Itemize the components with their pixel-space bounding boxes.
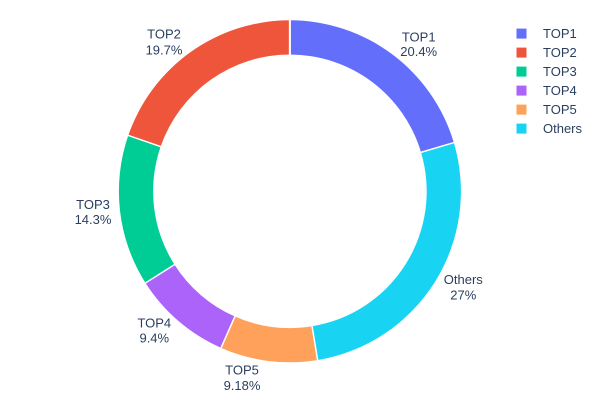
svg-text:20.4%: 20.4% (400, 44, 437, 59)
svg-text:TOP2: TOP2 (543, 45, 577, 60)
svg-text:TOP5: TOP5 (543, 102, 577, 117)
svg-text:27%: 27% (450, 288, 476, 303)
svg-text:9.18%: 9.18% (224, 378, 261, 393)
svg-text:TOP3: TOP3 (543, 64, 577, 79)
svg-text:TOP3: TOP3 (76, 197, 110, 212)
svg-text:9.4%: 9.4% (139, 331, 169, 346)
svg-text:TOP2: TOP2 (147, 27, 181, 42)
svg-text:Others: Others (543, 121, 583, 136)
svg-text:TOP1: TOP1 (543, 26, 577, 41)
svg-text:19.7%: 19.7% (146, 42, 183, 57)
svg-text:TOP1: TOP1 (402, 29, 436, 44)
svg-text:14.3%: 14.3% (75, 212, 112, 227)
svg-text:Others: Others (444, 272, 484, 287)
svg-text:TOP4: TOP4 (543, 83, 577, 98)
svg-text:TOP4: TOP4 (137, 315, 171, 330)
svg-text:TOP5: TOP5 (225, 363, 259, 378)
